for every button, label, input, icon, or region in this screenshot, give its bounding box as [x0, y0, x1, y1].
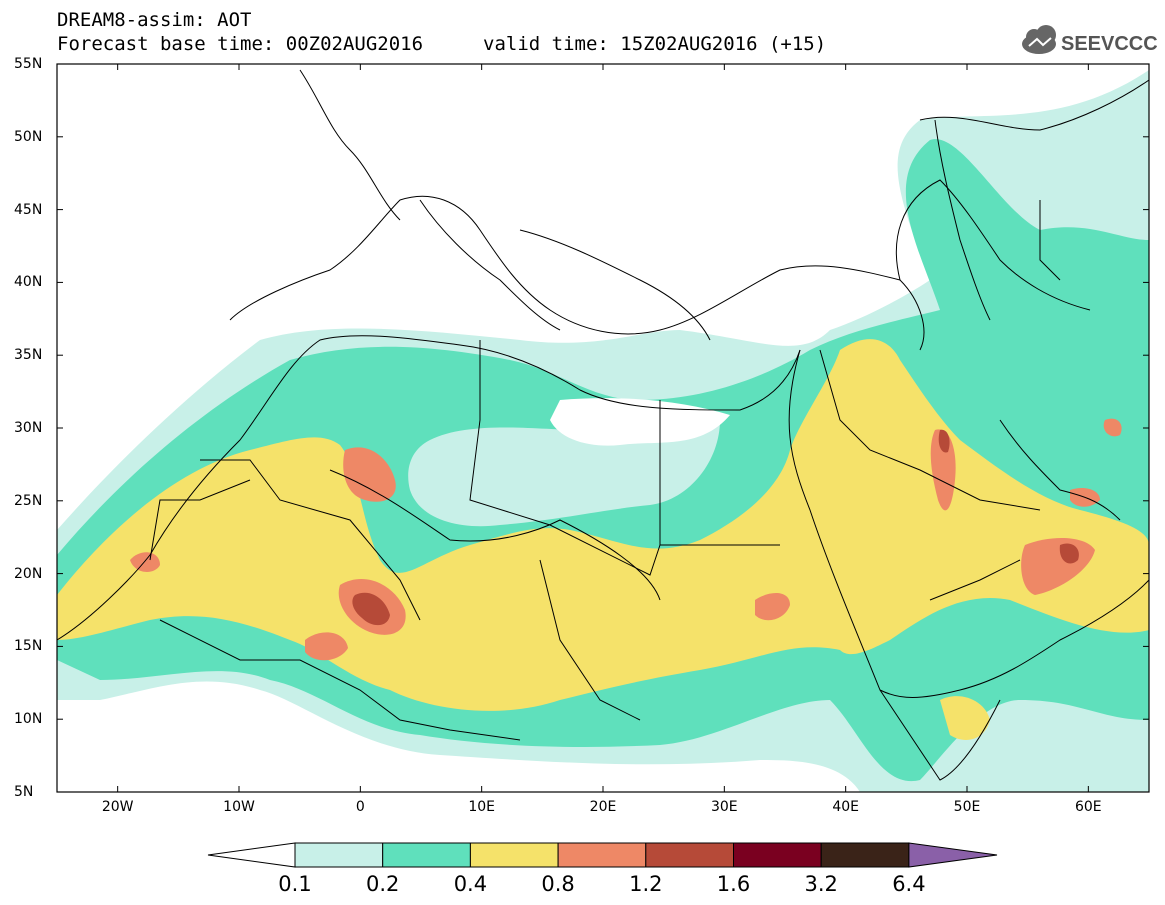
colorbar-swatch	[469, 842, 559, 868]
lat-label: 25N	[14, 492, 43, 509]
seevccc-logo: SEEVCCC	[1022, 25, 1157, 55]
colorbar-label: 0.1	[278, 872, 312, 896]
forecast-base-time: Forecast base time: 00Z02AUG2016	[57, 33, 424, 55]
coastlines	[57, 69, 1149, 781]
lon-label: 20E	[589, 799, 617, 815]
valid-time: valid time: 15Z02AUG2016 (+15)	[483, 33, 827, 55]
lon-label: 30E	[710, 799, 738, 815]
lat-label: 20N	[14, 565, 43, 582]
aot-field	[57, 64, 1149, 792]
aot-level-0.4	[57, 339, 1149, 711]
lat-label: 5N	[14, 784, 34, 800]
lat-label: 55N	[14, 56, 43, 72]
colorbar-label: 0.8	[541, 872, 575, 896]
lon-label: 40E	[832, 799, 859, 815]
colorbar-label: 6.4	[892, 872, 926, 896]
lat-label: 50N	[14, 128, 43, 145]
colorbar-label: 3.2	[804, 872, 838, 896]
colorbar-swatch	[382, 842, 471, 868]
logo-text: SEEVCCC	[1061, 33, 1157, 55]
lon-label: 0	[355, 799, 365, 815]
lon-label: 10W	[223, 799, 255, 815]
colorbar-label: 1.2	[629, 872, 663, 896]
colorbar-swatch	[645, 842, 734, 868]
colorbar-label: 1.6	[716, 872, 751, 896]
axis-ticks	[57, 63, 1149, 793]
lon-label: 60E	[1074, 799, 1102, 815]
colorbar-max-arrow	[908, 842, 998, 868]
colorbar-swatch	[820, 842, 910, 868]
lon-label: 10E	[468, 799, 495, 815]
colorbar-swatch	[733, 842, 822, 868]
lon-label: 50E	[953, 799, 981, 815]
colorbar	[207, 842, 998, 868]
lat-label: 40N	[14, 274, 43, 291]
aot-level-1.2	[352, 592, 390, 626]
lat-label: 15N	[14, 638, 43, 655]
colorbar-label: 0.2	[365, 872, 400, 896]
aot-level-0.8	[343, 447, 396, 502]
lat-label: 30N	[14, 420, 43, 436]
colorbar-swatch	[294, 842, 384, 868]
colorbar-label: 0.4	[453, 872, 488, 896]
lat-label: 35N	[14, 347, 43, 364]
map-title: DREAM8-assim: AOT	[57, 9, 252, 31]
lon-label: 20W	[101, 799, 134, 815]
cloud-icon	[1022, 25, 1056, 54]
colorbar-swatch	[557, 842, 647, 868]
lat-label: 10N	[14, 711, 43, 728]
colorbar-min-arrow	[207, 842, 296, 868]
lat-label: 45N	[14, 201, 43, 218]
